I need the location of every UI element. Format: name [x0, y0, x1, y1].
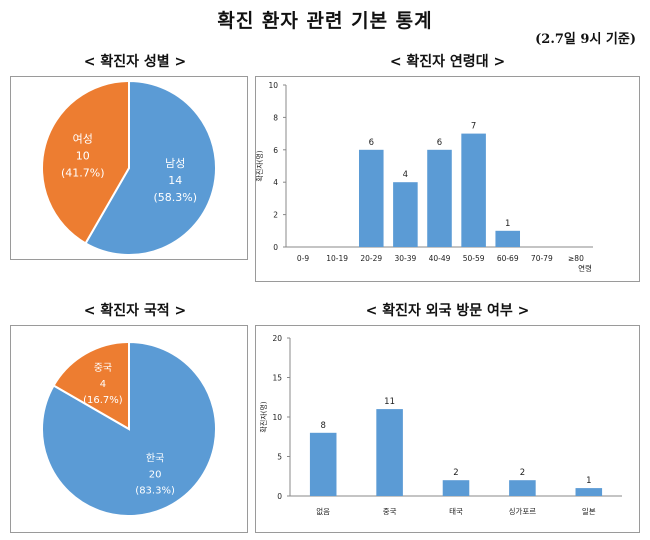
gender-slice-1-label-2: (41.7%)	[61, 166, 105, 179]
gender-slice-1-label-1: 10	[76, 149, 90, 162]
travel-category-2: 태국	[449, 507, 463, 516]
travel-ytick-3: 15	[272, 374, 282, 383]
age-category-2: 20-29	[360, 254, 382, 263]
age-ytick-5: 10	[268, 81, 278, 90]
travel-value-label-4: 1	[586, 476, 591, 486]
age-category-4: 40-49	[429, 254, 451, 263]
nationality-chart-panel: 한국 20 (83.3%) 중국 4 (16.7%)	[10, 325, 248, 533]
nationality-section-title: < 확진자 국적 >	[20, 300, 250, 320]
age-value-label-2: 6	[369, 138, 374, 148]
age-xlabel: 연령	[578, 264, 592, 273]
nationality-slice-1-label-2: (16.7%)	[83, 395, 123, 406]
age-bar-6	[495, 231, 520, 247]
age-section-title: < 확진자 연령대 >	[255, 51, 640, 71]
travel-value-label-0: 8	[320, 421, 325, 431]
gender-slice-0-label-2: (58.3%)	[153, 191, 197, 204]
age-category-7: 70-79	[531, 254, 553, 263]
age-category-1: 10-19	[326, 254, 348, 263]
travel-value-label-3: 2	[520, 468, 525, 478]
travel-ytick-2: 10	[272, 413, 282, 422]
age-bar-4	[427, 150, 452, 247]
nationality-slice-1-label-1: 4	[100, 379, 106, 390]
age-category-3: 30-39	[394, 254, 416, 263]
travel-category-4: 일본	[582, 507, 596, 516]
travel-bar-2	[443, 480, 470, 496]
age-ytick-0: 0	[273, 243, 278, 252]
travel-ytick-4: 20	[272, 334, 282, 343]
age-bar-3	[393, 182, 418, 247]
gender-slice-1-label-0: 여성	[73, 132, 93, 145]
gender-slice-0-label-1: 14	[168, 174, 182, 187]
age-category-0: 0-9	[297, 254, 309, 263]
age-value-label-3: 4	[403, 170, 408, 180]
nationality-slice-0-label-1: 20	[149, 470, 162, 481]
travel-bar-1	[376, 409, 403, 496]
gender-chart-panel: 남성 14 (58.3%) 여성 10 (41.7%)	[10, 76, 248, 260]
travel-bar-chart: 0 5 10 15 20 확진자(명) 8 없음 11 중국 2 태국 2 싱가포르 1 일본	[256, 326, 639, 532]
travel-ytick-0: 0	[277, 492, 282, 501]
gender-slice-0-label-0: 남성	[165, 157, 185, 170]
age-ytick-3: 6	[273, 146, 278, 155]
nationality-slice-0-label-0: 한국	[146, 453, 164, 465]
travel-section-title: < 확진자 외국 방문 여부 >	[255, 300, 640, 320]
age-ytick-4: 8	[273, 113, 278, 122]
age-bar-chart: 0 2 4 6 8 10 확진자(명) 0-9 10-19 6 20-29 4 30-39 6 40-49 7…	[256, 77, 639, 281]
nationality-slice-0-label-2: (83.3%)	[135, 486, 175, 497]
age-value-label-4: 6	[437, 138, 442, 148]
travel-bar-3	[509, 480, 536, 496]
age-ytick-2: 4	[273, 178, 278, 187]
age-bar-2	[359, 150, 384, 247]
travel-ylabel: 확진자(명)	[259, 401, 268, 432]
travel-chart-panel: 0 5 10 15 20 확진자(명) 8 없음 11 중국 2 태국 2 싱가포르 1 일본	[255, 325, 640, 533]
travel-value-label-1: 11	[384, 397, 395, 407]
age-ylabel: 확진자(명)	[256, 150, 264, 181]
age-value-label-5: 7	[471, 122, 476, 132]
travel-bar-4	[576, 488, 603, 496]
gender-section-title: < 확진자 성별 >	[20, 51, 250, 71]
gender-pie-chart: 남성 14 (58.3%) 여성 10 (41.7%)	[11, 77, 247, 259]
travel-category-1: 중국	[383, 507, 397, 516]
travel-category-3: 싱가포르	[509, 506, 537, 516]
travel-category-0: 없음	[316, 507, 330, 516]
age-ytick-1: 2	[273, 211, 278, 220]
travel-bar-0	[310, 433, 337, 496]
travel-ytick-1: 5	[277, 453, 282, 462]
age-chart-panel: 0 2 4 6 8 10 확진자(명) 0-9 10-19 6 20-29 4 30-39 6 40-49 7…	[255, 76, 640, 282]
date-basis: (2.7일 9시 기준)	[535, 28, 636, 47]
nationality-pie-chart: 한국 20 (83.3%) 중국 4 (16.7%)	[11, 326, 247, 532]
nationality-slice-1-label-0: 중국	[94, 362, 112, 374]
age-value-label-6: 1	[505, 219, 510, 229]
age-category-6: 60-69	[497, 254, 519, 263]
travel-value-label-2: 2	[453, 468, 458, 478]
age-category-8: ≥80	[568, 254, 584, 263]
age-category-5: 50-59	[463, 254, 485, 263]
age-bar-5	[461, 134, 486, 247]
